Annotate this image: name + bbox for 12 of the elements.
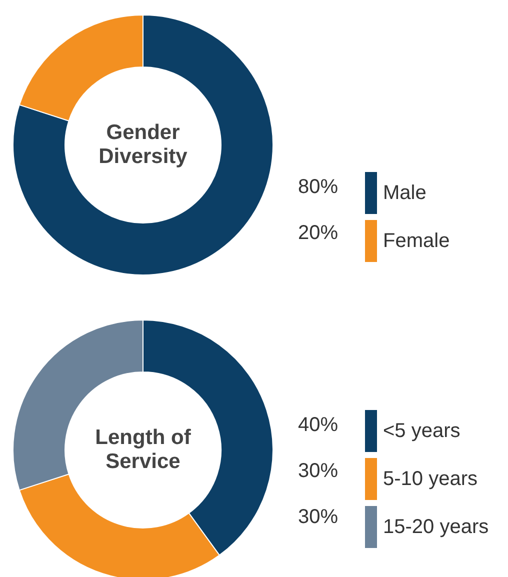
data-label: 20%	[298, 222, 338, 244]
text: Length of Service	[94, 426, 192, 474]
legend-label: <5 years	[383, 420, 460, 442]
legend-label: Female	[383, 230, 450, 252]
legend-label: 15-20 years	[383, 516, 489, 538]
data-label: 30%	[298, 460, 338, 482]
text: Gender Diversity	[98, 121, 188, 169]
data-label: 80%	[298, 176, 338, 198]
data-label: 40%	[298, 414, 338, 436]
legend-label: 5-10 years	[383, 468, 478, 490]
legend-label: Male	[383, 182, 426, 204]
data-label: 30%	[298, 506, 338, 528]
